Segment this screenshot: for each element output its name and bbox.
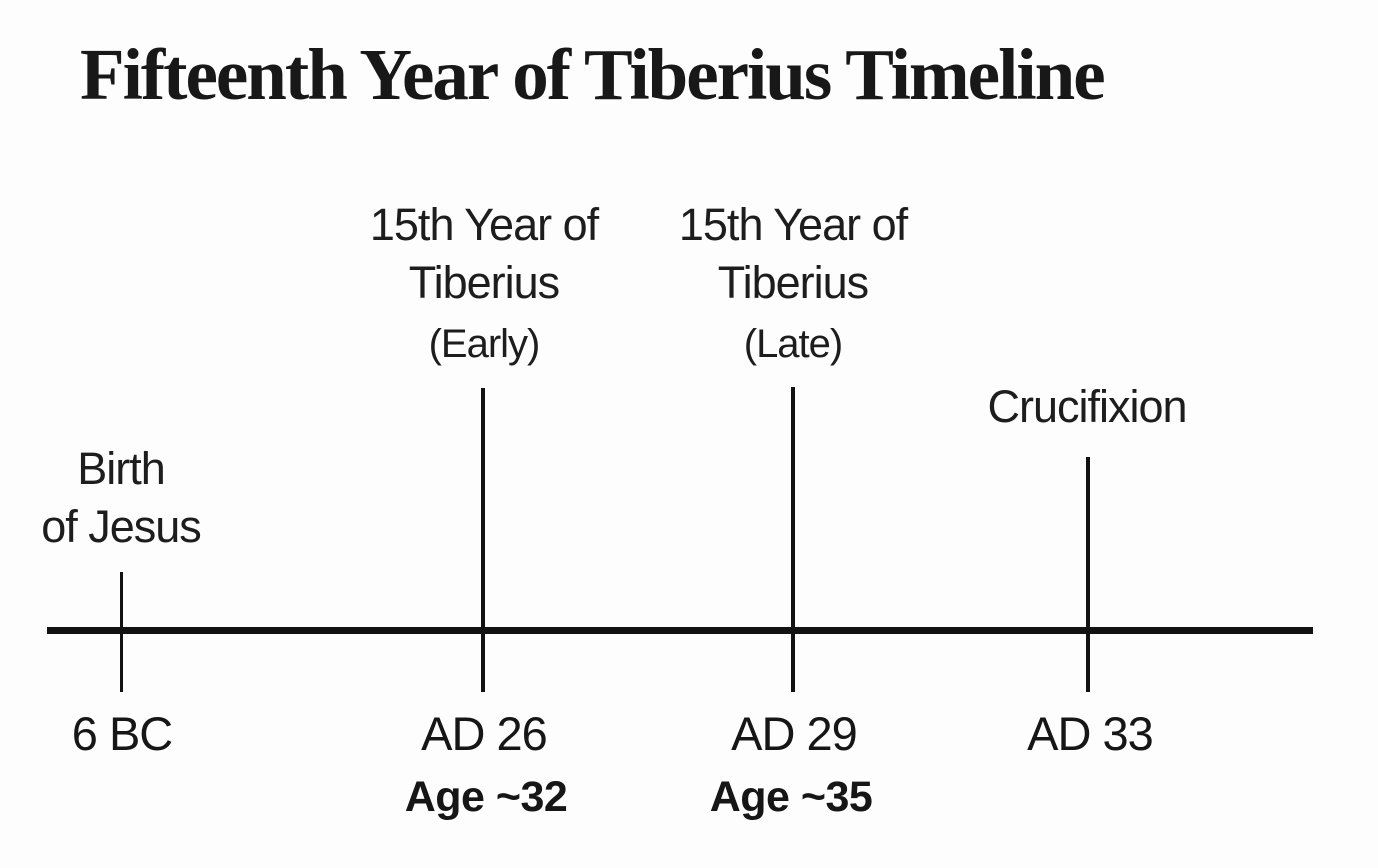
tick-ad33 [1086,457,1090,692]
event-label-birth-of-jesus: Birth of Jesus [41,440,202,556]
event-sublabel: (Early) [428,322,541,366]
event-label-crucifixion: Crucifixion [987,378,1187,436]
event-label-line: 15th Year of [369,199,599,250]
year-label-ad26: AD 26 [421,707,548,760]
event-sublabel: (Late) [743,322,844,366]
age-label-ad29: Age ~35 [709,773,873,821]
event-label-line: Tiberius [717,257,869,308]
event-label-line: Crucifixion [987,381,1187,432]
year-label-6bc: 6 BC [71,707,173,760]
age-label-ad26: Age ~32 [404,773,568,821]
event-label-line: Tiberius [408,257,560,308]
year-label-ad29: AD 29 [731,707,858,760]
tick-6bc [120,572,123,692]
page-title: Fifteenth Year of Tiberius Timeline [80,34,1106,115]
event-label-line: 15th Year of [678,199,908,250]
event-label-line: of Jesus [41,501,202,552]
tick-ad29 [791,387,795,692]
event-label-15th-year-early: 15th Year of Tiberius (Early) [369,196,599,368]
year-label-ad33: AD 33 [1027,707,1154,760]
tick-ad26 [481,388,485,692]
timeline-axis-line [47,627,1313,634]
event-label-15th-year-late: 15th Year of Tiberius (Late) [678,196,908,368]
event-label-line: Birth [77,443,166,494]
